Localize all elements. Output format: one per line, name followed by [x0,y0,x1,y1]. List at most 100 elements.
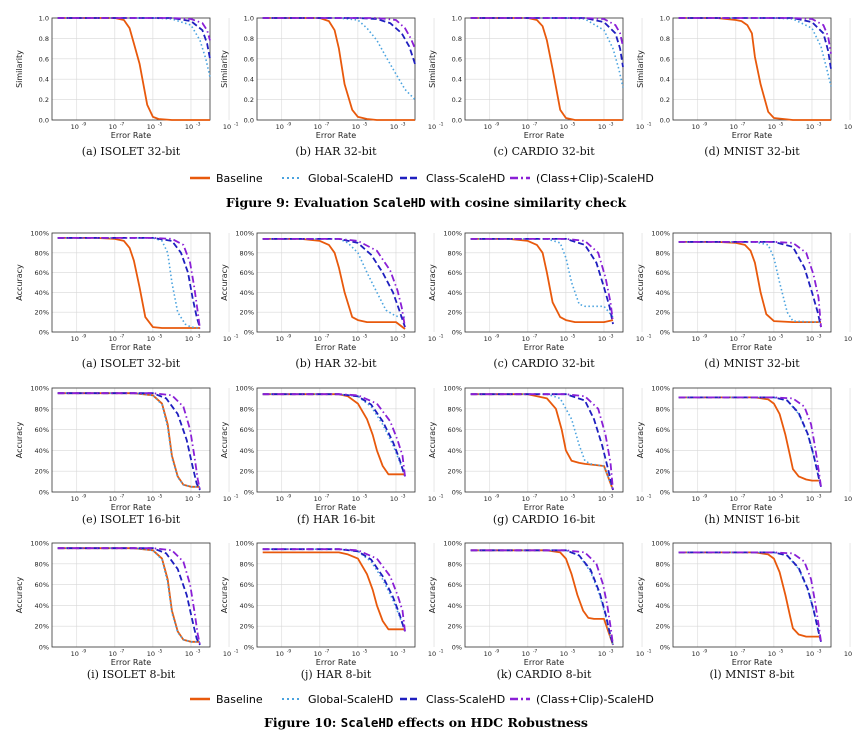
subfigure-caption: (c) CARDIO 32-bit [493,357,595,370]
series-line-baseline [678,551,821,638]
plot-frame [464,542,624,648]
series-line-class-scalehd [262,17,416,65]
x-tick-exponent: -7 [533,122,538,128]
x-tick-exponent: -3 [196,122,201,128]
y-tick-label: 0% [452,489,462,497]
x-tick-exponent: -7 [533,334,538,340]
series-line--class-clip-scalehd [678,396,822,487]
series-line-baseline [678,240,821,324]
charts-group: 0.00.20.40.60.81.010 -9 10 -7 10 -5 10 -3 10 -1Er… [15,15,852,682]
x-tick-exponent: -7 [325,649,330,655]
series-line-global-scalehd [470,549,614,646]
x-tick-exponent: -9 [287,649,292,655]
x-tick-label: 10 [276,123,284,131]
y-tick-label: 60% [35,269,49,277]
y-tick-label: 40% [240,447,254,455]
x-tick-exponent: -7 [325,494,330,500]
plot-frame [464,232,624,333]
x-tick-exponent: -3 [196,334,201,340]
x-tick-exponent: -1 [647,122,652,128]
x-tick-exponent: -5 [363,649,368,655]
series-line-baseline [57,392,200,488]
y-tick-label: 80% [240,249,254,257]
series-line-class-scalehd [678,240,822,328]
y-tick-label: 0.8 [452,35,462,43]
y-tick-label: 100% [235,540,254,548]
x-tick-label: 10 [109,335,117,343]
legend-baseline-label: Baseline [216,693,263,706]
x-tick-label: 10 [768,335,776,343]
y-tick-label: 0% [244,329,254,337]
y-axis-label: Accuracy [636,264,645,301]
chart-f10j: 0%20%40%60%80%100%10 -9 10 -7 10 -5 10 -3 10 -1Er… [220,540,444,682]
x-tick-label: 10 [598,123,606,131]
y-tick-label: 60% [656,581,670,589]
plot-frame [256,387,416,493]
y-tick-label: 20% [656,468,670,476]
y-tick-label: 80% [240,560,254,568]
y-axis-label: Similarity [428,50,437,88]
x-tick-label: 10 [598,650,606,658]
x-tick-exponent: -5 [363,494,368,500]
x-tick-exponent: -5 [779,122,784,128]
x-tick-label: 10 [768,650,776,658]
series-line-class-scalehd [678,396,822,488]
y-tick-label: 0% [39,644,49,652]
y-axis-label: Similarity [636,50,645,88]
series-line-class-scalehd [57,17,211,59]
x-tick-label: 10 [560,495,568,503]
x-tick-exponent: -5 [779,494,784,500]
x-tick-label: 10 [636,650,644,658]
y-tick-label: 60% [35,581,49,589]
y-tick-label: 80% [35,405,49,413]
x-tick-label: 10 [730,495,738,503]
x-tick-label: 10 [806,335,814,343]
x-axis-label: Error Rate [524,658,564,667]
series-line-baseline [57,17,210,121]
series-line-global-scalehd [57,392,200,488]
x-tick-label: 10 [730,650,738,658]
x-tick-exponent: -5 [571,649,576,655]
y-tick-label: 80% [656,560,670,568]
y-tick-label: 0% [39,489,49,497]
y-tick-label: 0% [660,489,670,497]
y-tick-label: 1.0 [244,15,254,23]
x-tick-label: 10 [730,335,738,343]
x-tick-label: 10 [390,650,398,658]
x-tick-label: 10 [692,123,700,131]
x-tick-label: 10 [352,495,360,503]
plot-frame [51,232,211,333]
x-tick-label: 10 [484,335,492,343]
x-tick-label: 10 [147,335,155,343]
x-axis-label: Error Rate [732,658,772,667]
x-tick-label: 10 [428,335,436,343]
chart-f10b: 0%20%40%60%80%100%10 -9 10 -7 10 -5 10 -3 10 -1Er… [220,230,444,371]
series-line-baseline [470,237,614,324]
x-tick-exponent: -3 [401,334,406,340]
y-tick-label: 100% [443,540,462,548]
subfigure-caption: (j) HAR 8-bit [301,668,372,681]
y-tick-label: 0.6 [660,55,670,63]
x-tick-label: 10 [314,495,322,503]
x-tick-exponent: -1 [647,494,652,500]
y-axis-label: Similarity [220,50,229,88]
x-tick-exponent: -5 [571,334,576,340]
y-tick-label: 20% [656,623,670,631]
y-tick-label: 1.0 [39,15,49,23]
figure10-caption: Figure 10: ScaleHD effects on HDC Robust… [264,715,588,730]
x-tick-exponent: -5 [779,334,784,340]
x-tick-exponent: -3 [401,649,406,655]
y-tick-label: 40% [35,289,49,297]
x-tick-exponent: -3 [609,334,614,340]
x-tick-exponent: -5 [779,649,784,655]
x-tick-exponent: -7 [741,122,746,128]
x-tick-label: 10 [185,650,193,658]
y-axis-label: Accuracy [15,264,24,301]
x-tick-label: 10 [109,495,117,503]
x-tick-exponent: -1 [234,334,239,340]
y-tick-label: 80% [448,560,462,568]
y-tick-label: 100% [443,230,462,238]
plot-frame [256,232,416,333]
y-tick-label: 0.2 [39,96,49,104]
x-tick-exponent: -5 [363,122,368,128]
